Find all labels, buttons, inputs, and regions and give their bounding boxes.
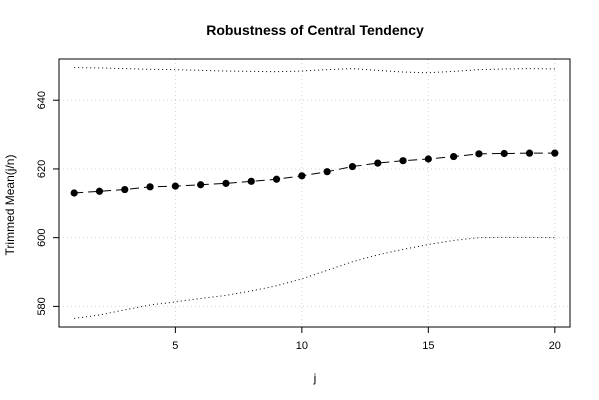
- trimmed-mean-point: [222, 179, 230, 187]
- trimmed-mean-point: [450, 152, 458, 161]
- x-tick-label: 10: [296, 340, 308, 352]
- x-tick-label: 15: [422, 340, 434, 352]
- trimmed-mean-point: [551, 149, 559, 157]
- lower-bound-line: [74, 236, 555, 319]
- trimmed-mean-point: [247, 177, 255, 185]
- trimmed-mean-point: [525, 149, 534, 157]
- y-axis-label: Trimmed Mean(j/n): [3, 155, 17, 256]
- x-tick-label: 20: [549, 340, 561, 352]
- trimmed-mean-point: [70, 189, 78, 197]
- upper-bound-line: [74, 67, 555, 74]
- y-tick-label: 580: [36, 297, 48, 315]
- trimmed-mean-point: [424, 155, 432, 163]
- trimmed-mean-point: [348, 162, 357, 171]
- x-tick-label: 5: [172, 340, 178, 352]
- trimmed-mean-point: [374, 159, 382, 167]
- trimmed-mean-point: [298, 172, 306, 180]
- trimmed-mean-point: [171, 182, 179, 190]
- trimmed-mean-point: [500, 149, 508, 158]
- trimmed-mean-point: [272, 175, 281, 183]
- trimmed-mean-point: [121, 185, 129, 194]
- trimmed-mean-point: [95, 187, 104, 195]
- series-layer: [70, 67, 559, 319]
- x-axis-label: j: [313, 371, 317, 385]
- axis-layer: 5 10 15 20 580 600 620 640: [36, 91, 561, 352]
- trimmed-mean-point: [475, 150, 483, 158]
- trimmed-mean-point: [399, 157, 407, 165]
- trimmed-mean-point: [323, 168, 331, 176]
- trimmed-mean-point: [146, 183, 154, 191]
- grid-layer: [59, 59, 570, 327]
- chart-title: Robustness of Central Tendency: [206, 22, 424, 38]
- y-tick-label: 600: [36, 228, 48, 246]
- plot-frame: [58, 58, 571, 328]
- trimmed-mean-point: [197, 181, 205, 189]
- trimmed-mean-line: [74, 152, 555, 194]
- y-tick-label: 640: [36, 91, 48, 109]
- y-tick-label: 620: [36, 160, 48, 178]
